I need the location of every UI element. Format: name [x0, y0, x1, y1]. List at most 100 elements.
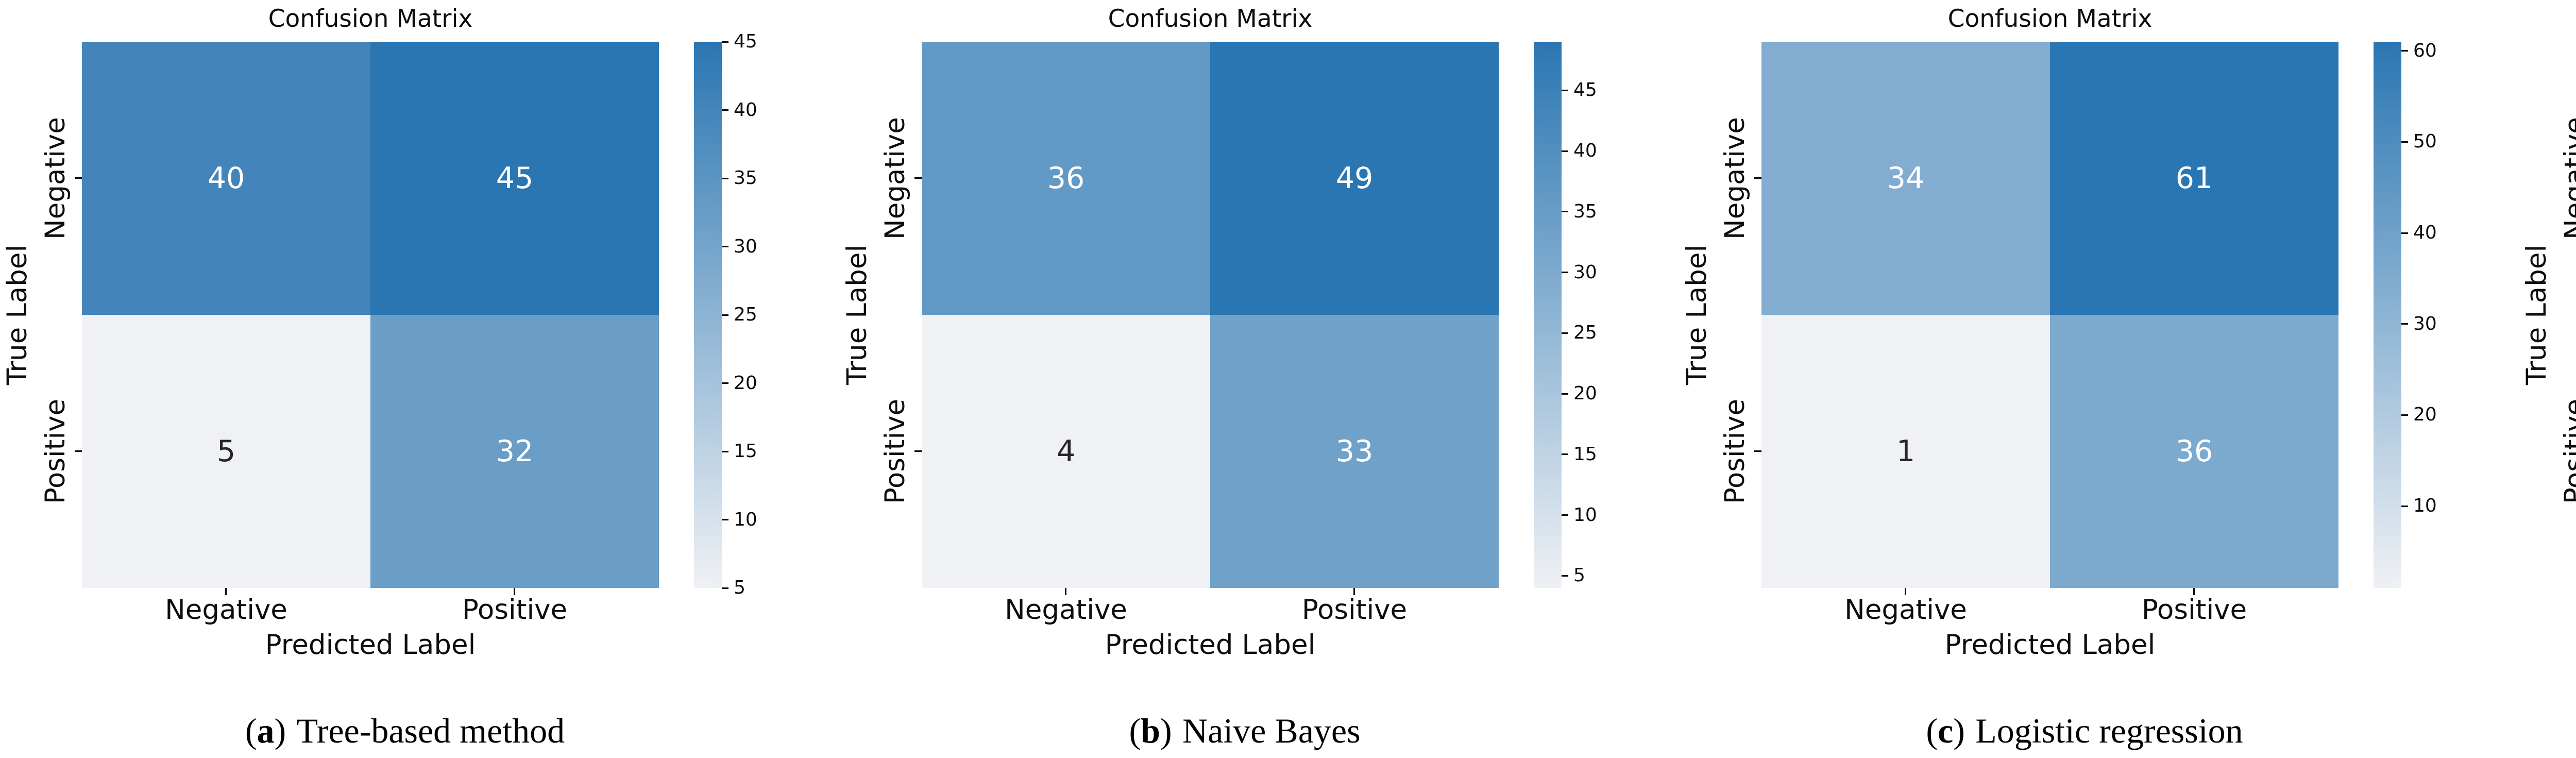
- y-tick-label-positive: Positive: [40, 398, 71, 504]
- colorbar-tick-mark: [1562, 575, 1568, 577]
- y-tick-label-negative: Negative: [2559, 117, 2576, 240]
- cell-value: 36: [2175, 434, 2213, 468]
- chart-title: Confusion Matrix: [1108, 5, 1313, 33]
- caption-paren-open: (: [245, 711, 257, 750]
- caption-paren-close: ): [1953, 711, 1965, 750]
- heatmap-cell-r0c0: 36: [922, 42, 1210, 315]
- x-axis-label: Predicted Label: [1105, 629, 1316, 661]
- cell-value: 1: [1896, 434, 1916, 468]
- heatmap-cell-r0c0: 34: [1761, 42, 2050, 315]
- x-axis-label: Predicted Label: [265, 629, 476, 661]
- colorbar-tick-mark: [1562, 150, 1568, 152]
- colorbar-tick-label: 35: [1573, 200, 1597, 222]
- caption-letter: a: [257, 711, 275, 750]
- colorbar-tick-label: 10: [2413, 495, 2437, 516]
- colorbar-tick-label: 15: [1573, 443, 1597, 465]
- x-tick-label-negative: Negative: [1005, 594, 1127, 626]
- colorbar-tick-mark: [722, 587, 728, 589]
- colorbar-tick-label: 40: [734, 99, 757, 121]
- x-tick-mark: [1905, 588, 1906, 595]
- colorbar-tick-label: 10: [1573, 504, 1597, 526]
- caption-paren-close: ): [274, 711, 286, 750]
- y-tick-mark: [1754, 450, 1761, 452]
- x-axis-label: Predicted Label: [1944, 629, 2156, 661]
- subfigure-caption: (a) Tree-based method: [82, 710, 728, 751]
- colorbar-tick-mark: [1562, 272, 1568, 274]
- colorbar-tick-mark: [2401, 232, 2408, 234]
- confusion-matrix-panel-b: Confusion Matrix True Label Negative Pos…: [840, 0, 1680, 758]
- y-tick-label-positive: Positive: [1719, 398, 1751, 504]
- colorbar-tick-mark: [2401, 505, 2408, 507]
- colorbar: [2374, 42, 2401, 588]
- heatmap-cell-r0c0: 40: [82, 42, 370, 315]
- colorbar-tick-label: 50: [2413, 131, 2437, 153]
- cell-value: 5: [216, 434, 236, 468]
- colorbar: [694, 42, 722, 588]
- colorbar-tick-mark: [722, 450, 728, 452]
- heatmap-cell-r1c1: 36: [2050, 315, 2338, 588]
- x-tick-mark: [2193, 588, 2195, 595]
- colorbar-tick-mark: [722, 382, 728, 384]
- chart-title: Confusion Matrix: [268, 5, 473, 33]
- y-tick-mark: [914, 450, 922, 452]
- caption-letter: b: [1141, 711, 1160, 750]
- colorbar-tick-mark: [2401, 141, 2408, 143]
- heatmap-cell-r1c0: 5: [82, 315, 370, 588]
- colorbar-tick-mark: [2401, 323, 2408, 325]
- colorbar-tick-label: 5: [734, 577, 745, 598]
- x-tick-mark: [225, 588, 227, 595]
- x-tick-mark: [514, 588, 515, 595]
- y-tick-label-positive: Positive: [2559, 398, 2576, 504]
- y-tick-mark: [75, 450, 82, 452]
- x-tick-label-negative: Negative: [1844, 594, 1967, 626]
- caption-paren-open: (: [1926, 711, 1938, 750]
- colorbar-tick-label: 40: [1573, 140, 1597, 161]
- heatmap-cell-r0c1: 49: [1210, 42, 1499, 315]
- cell-value: 4: [1056, 434, 1076, 468]
- heatmap-cell-r1c1: 32: [370, 315, 659, 588]
- colorbar-tick-label: 30: [734, 235, 757, 257]
- confusion-matrix-panel-d: Confusion Matrix True Label Negative Pos…: [2519, 0, 2576, 758]
- colorbar-tick-label: 30: [1573, 261, 1597, 283]
- heatmap: 34 61 1 36: [1761, 42, 2338, 588]
- x-tick-label-positive: Positive: [462, 594, 568, 626]
- cell-value: 45: [496, 161, 534, 195]
- y-tick-label-positive: Positive: [879, 398, 911, 504]
- colorbar-tick-label: 25: [734, 304, 757, 325]
- heatmap: 36 49 4 33: [922, 42, 1499, 588]
- colorbar-tick-mark: [722, 177, 728, 179]
- colorbar: [1534, 42, 1562, 588]
- colorbar-tick-mark: [2401, 414, 2408, 416]
- caption-letter: c: [1938, 711, 1954, 750]
- colorbar-tick-label: 15: [734, 441, 757, 462]
- caption-text: Tree-based method: [296, 711, 565, 750]
- x-tick-mark: [1065, 588, 1066, 595]
- colorbar-tick-label: 60: [2413, 40, 2437, 61]
- colorbar-tick-label: 35: [734, 167, 757, 189]
- confusion-matrix-panel-a: Confusion Matrix True Label Negative Pos…: [0, 0, 840, 758]
- colorbar-tick-mark: [722, 41, 728, 43]
- caption-paren-close: ): [1160, 711, 1172, 750]
- colorbar-tick-mark: [2401, 50, 2408, 52]
- colorbar-tick-label: 20: [734, 372, 757, 394]
- caption-paren-open: (: [1129, 711, 1141, 750]
- y-tick-mark: [914, 177, 922, 179]
- colorbar-tick-mark: [722, 246, 728, 247]
- colorbar-tick-label: 25: [1573, 322, 1597, 344]
- colorbar-tick-label: 30: [2413, 313, 2437, 334]
- confusion-matrix-panel-c: Confusion Matrix True Label Negative Pos…: [1680, 0, 2519, 758]
- x-tick-label-positive: Positive: [2141, 594, 2247, 626]
- cell-value: 49: [1335, 161, 1374, 195]
- heatmap-cell-r0c1: 61: [2050, 42, 2338, 315]
- heatmap-cell-r1c0: 4: [922, 315, 1210, 588]
- heatmap-cell-r0c1: 45: [370, 42, 659, 315]
- colorbar-tick-mark: [722, 519, 728, 520]
- colorbar-tick-mark: [722, 314, 728, 316]
- x-tick-label-positive: Positive: [1301, 594, 1408, 626]
- caption-text: Naive Bayes: [1182, 711, 1361, 750]
- x-tick-label-negative: Negative: [165, 594, 287, 626]
- colorbar-tick-mark: [1562, 89, 1568, 91]
- y-axis-label: True Label: [1681, 244, 1713, 385]
- cell-value: 34: [1887, 161, 1925, 195]
- colorbar-tick-mark: [1562, 332, 1568, 334]
